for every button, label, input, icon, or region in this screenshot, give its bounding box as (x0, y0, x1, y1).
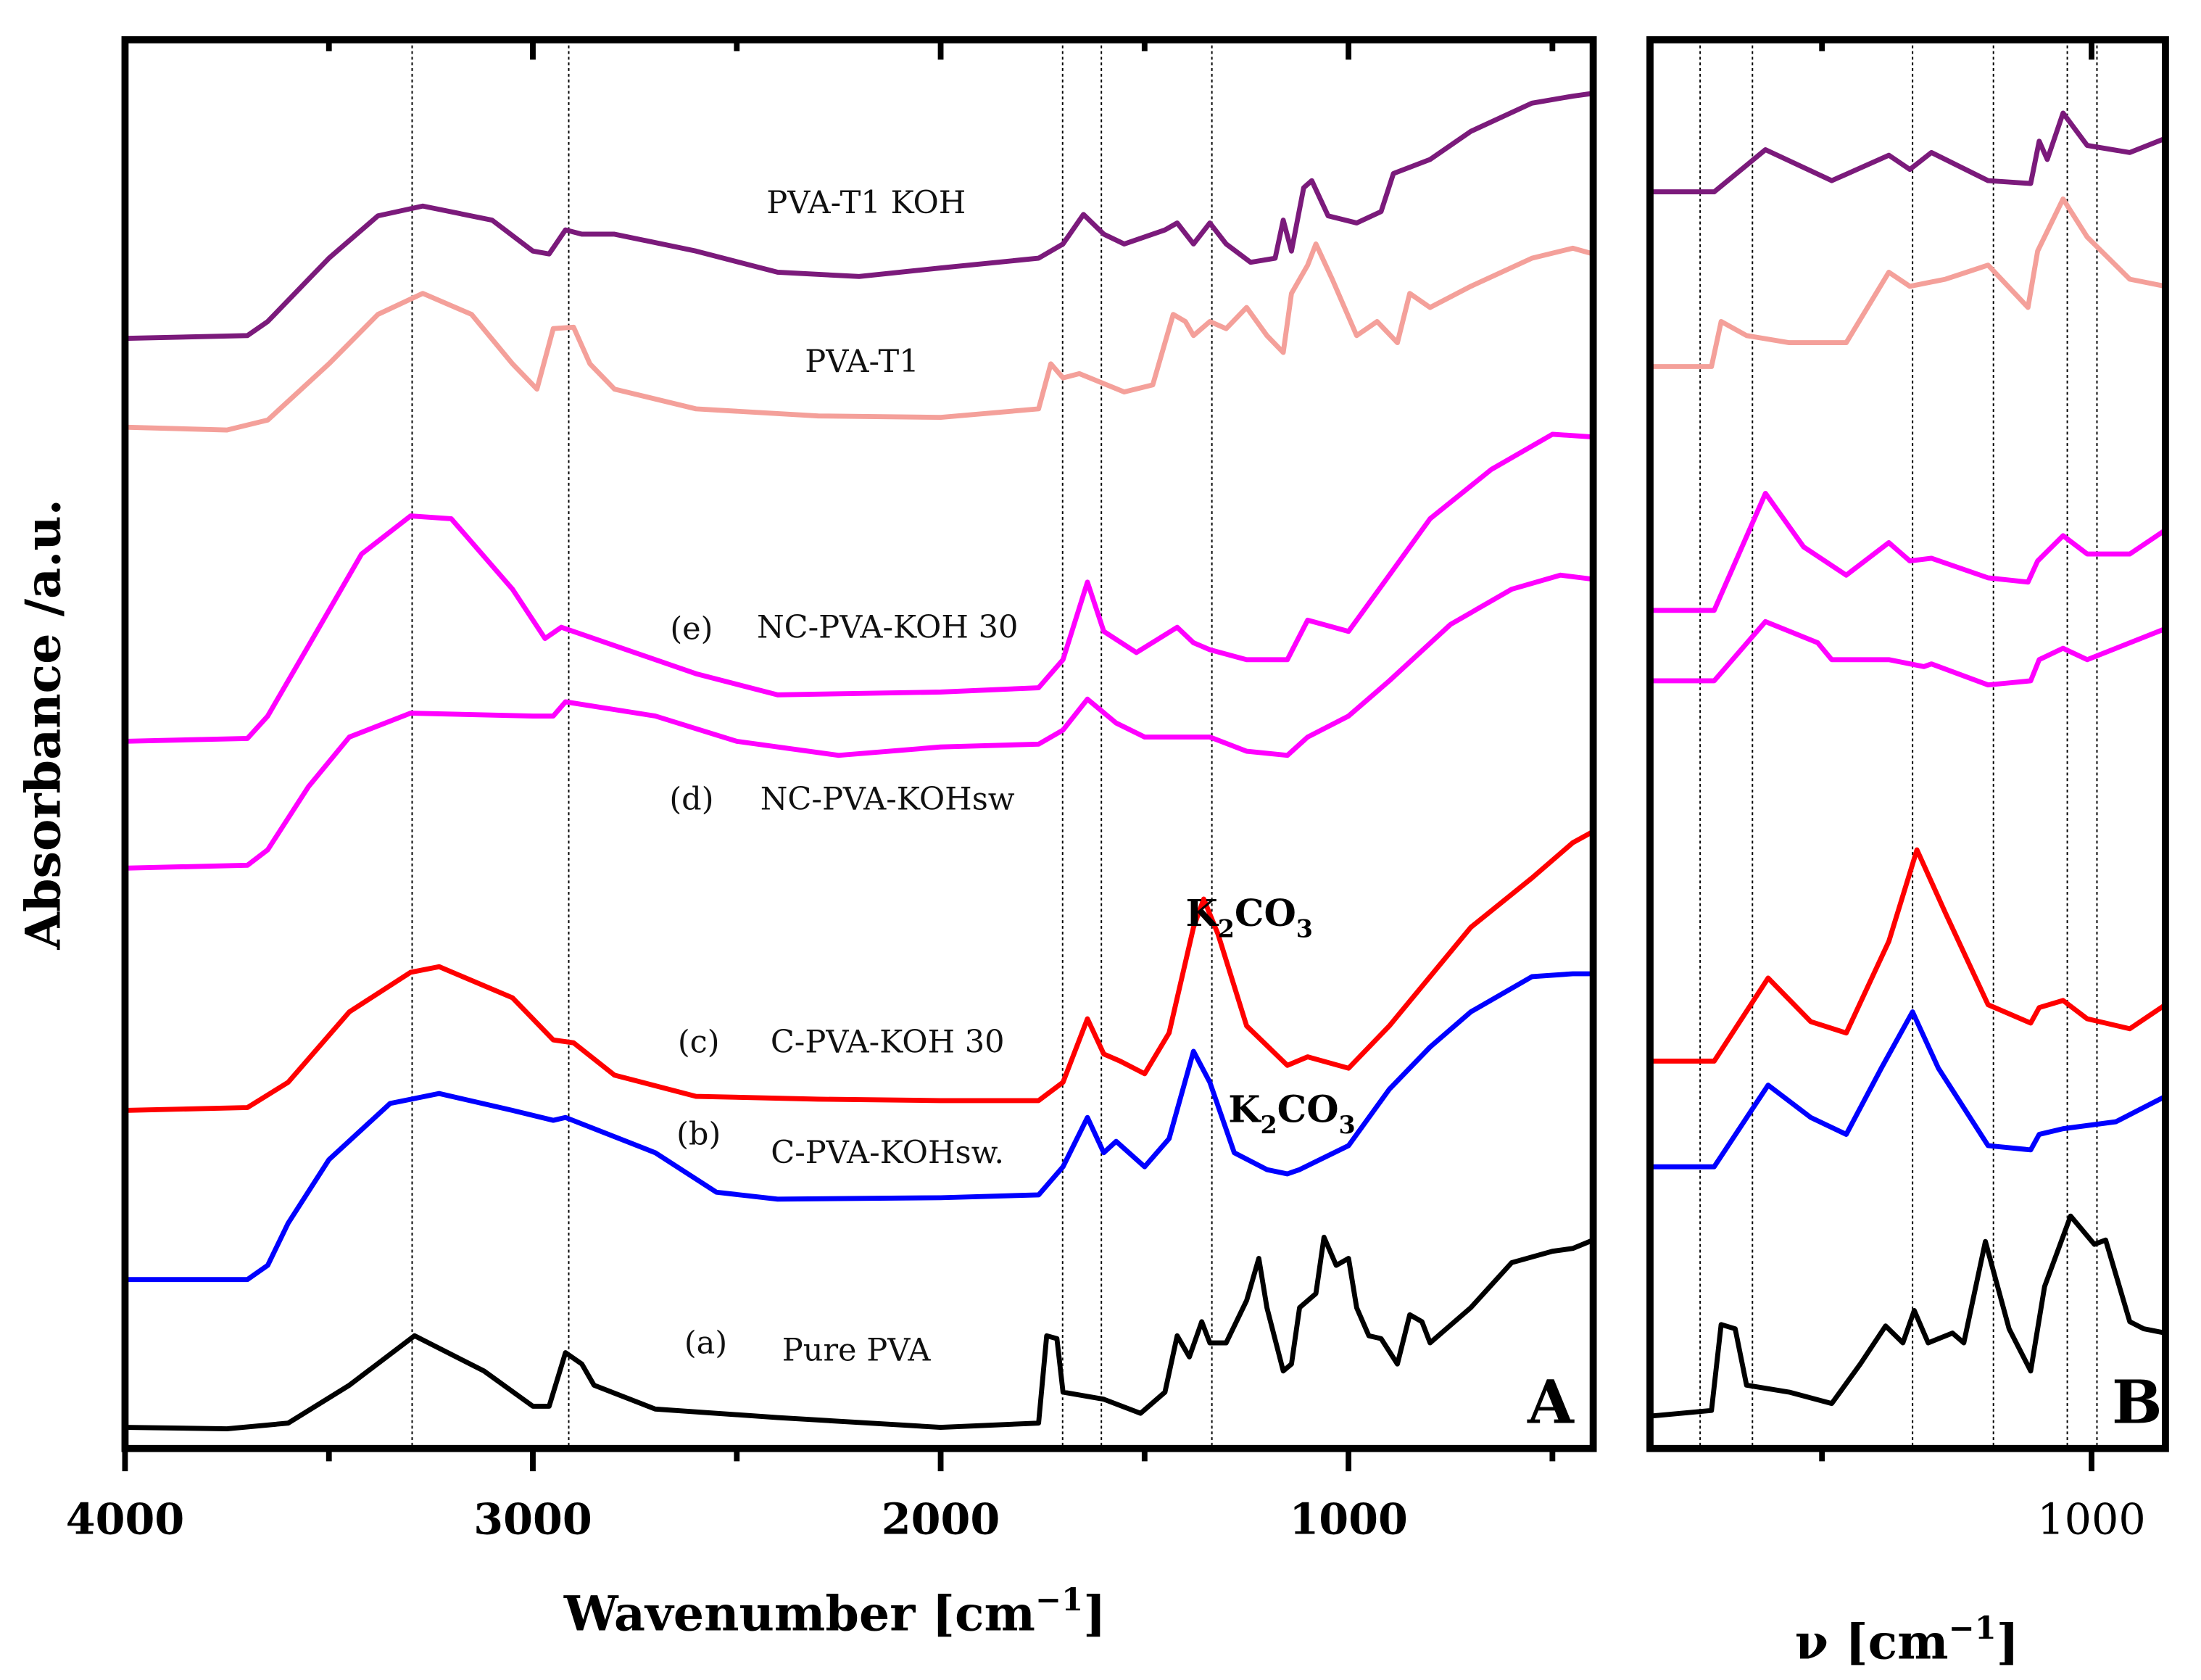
x-tick-label-b-0: 1000 (2037, 1494, 2146, 1544)
label-a-tag: (a) (684, 1325, 727, 1362)
x-tick-label-a-1: 3000 (473, 1494, 592, 1544)
series-line-a-5 (125, 971, 1593, 1283)
k2co3-label-blue: K2CO3 (1228, 1088, 1355, 1139)
x-tick-label-a-2: 2000 (882, 1494, 1000, 1544)
label-a: Pure PVA (782, 1332, 932, 1368)
series-line-a-2 (125, 431, 1593, 744)
series-line-a-3 (125, 572, 1594, 871)
label-pva-t1-koh: PVA-T1 KOH (766, 185, 966, 221)
series-line-a-1 (125, 241, 1594, 433)
k2co3-label-red: K2CO3 (1186, 892, 1313, 943)
series-line-a-6 (125, 1234, 1594, 1431)
label-d-tag: (d) (669, 781, 713, 817)
x-tick-label-a-3: 1000 (1289, 1494, 1408, 1544)
axis-ticks: 4000 3000 2000 1000 1000 (66, 39, 2146, 1544)
panel-label-a: A (1527, 1367, 1575, 1437)
plot-frame-b (1646, 36, 2169, 1452)
label-b-tag: (b) (676, 1117, 721, 1153)
label-c-tag: (c) (678, 1024, 720, 1060)
plot-frame-a (121, 36, 1597, 1452)
series-line-b-6 (1649, 1213, 2166, 1419)
label-b: C-PVA-KOHsw. (771, 1135, 1004, 1171)
label-e: NC-PVA-KOH 30 (757, 609, 1018, 645)
series-line-a-0 (125, 91, 1594, 342)
label-pva-t1: PVA-T1 (805, 344, 919, 380)
series-line-a-4 (125, 829, 1595, 1113)
label-e-tag: (e) (670, 611, 713, 647)
x-tick-label-a-0: 4000 (66, 1494, 185, 1544)
series-line-b-4 (1649, 847, 2167, 1064)
y-axis-label: Absorbance /a.u. (14, 499, 71, 951)
series-line-b-5 (1649, 1009, 2167, 1170)
series-b (1649, 110, 2167, 1419)
label-d: NC-PVA-KOHsw (760, 781, 1015, 817)
series-line-b-0 (1649, 110, 2167, 195)
reference-lines-a (411, 39, 1213, 1449)
series-line-b-3 (1649, 618, 2167, 688)
reference-lines-b (1699, 39, 2098, 1449)
series-line-b-2 (1649, 490, 2167, 613)
series-a (125, 91, 1595, 1431)
x-axis-label-b: ν [cm−1] (1795, 1610, 2019, 1670)
x-axis-label-a: Wavenumber [cm−1] (563, 1582, 1106, 1642)
panel-label-b: B (2112, 1367, 2163, 1437)
series-line-b-1 (1649, 196, 2166, 369)
label-c: C-PVA-KOH 30 (771, 1024, 1005, 1060)
